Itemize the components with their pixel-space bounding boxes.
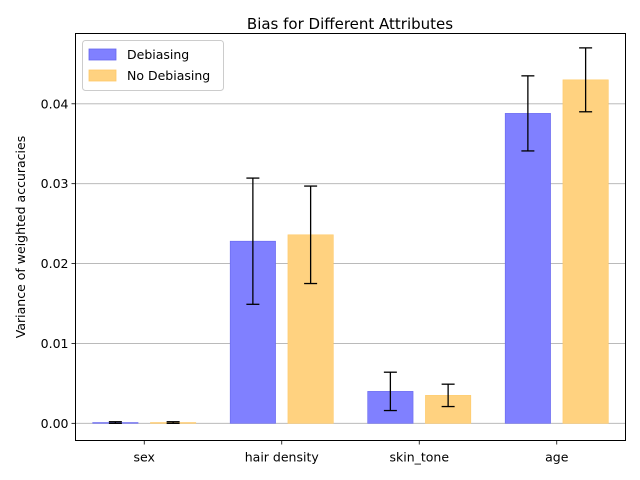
x-tick-label: age bbox=[545, 450, 569, 465]
x-tick-label: skin_tone bbox=[389, 450, 449, 465]
legend-label: Debiasing bbox=[127, 47, 189, 62]
bar bbox=[504, 113, 551, 424]
bars bbox=[92, 79, 609, 424]
y-tick-label: 0.02 bbox=[41, 256, 69, 271]
y-axis: 0.00 0.01 0.02 0.03 0.04 bbox=[41, 96, 76, 431]
x-tick-label: sex bbox=[134, 450, 155, 465]
plot-frame bbox=[75, 33, 626, 441]
legend-swatch bbox=[88, 48, 117, 61]
bar bbox=[562, 79, 609, 424]
x-tick-label: hair density bbox=[245, 450, 320, 465]
y-tick-label: 0.00 bbox=[41, 416, 69, 431]
y-tick-label: 0.03 bbox=[41, 176, 69, 191]
y-axis-label: Variance of weighted accuracies bbox=[13, 136, 28, 338]
legend-label: No Debiasing bbox=[127, 68, 210, 83]
y-tick-label: 0.04 bbox=[41, 96, 69, 111]
legend-swatch bbox=[88, 69, 117, 82]
chart-title: Bias for Different Attributes bbox=[247, 15, 453, 33]
y-tick-label: 0.01 bbox=[41, 336, 69, 351]
legend: Debiasing No Debiasing bbox=[82, 40, 224, 91]
legend-box bbox=[82, 40, 224, 91]
error-bars bbox=[108, 47, 593, 424]
x-axis: sex hair density skin_tone age bbox=[134, 440, 569, 465]
